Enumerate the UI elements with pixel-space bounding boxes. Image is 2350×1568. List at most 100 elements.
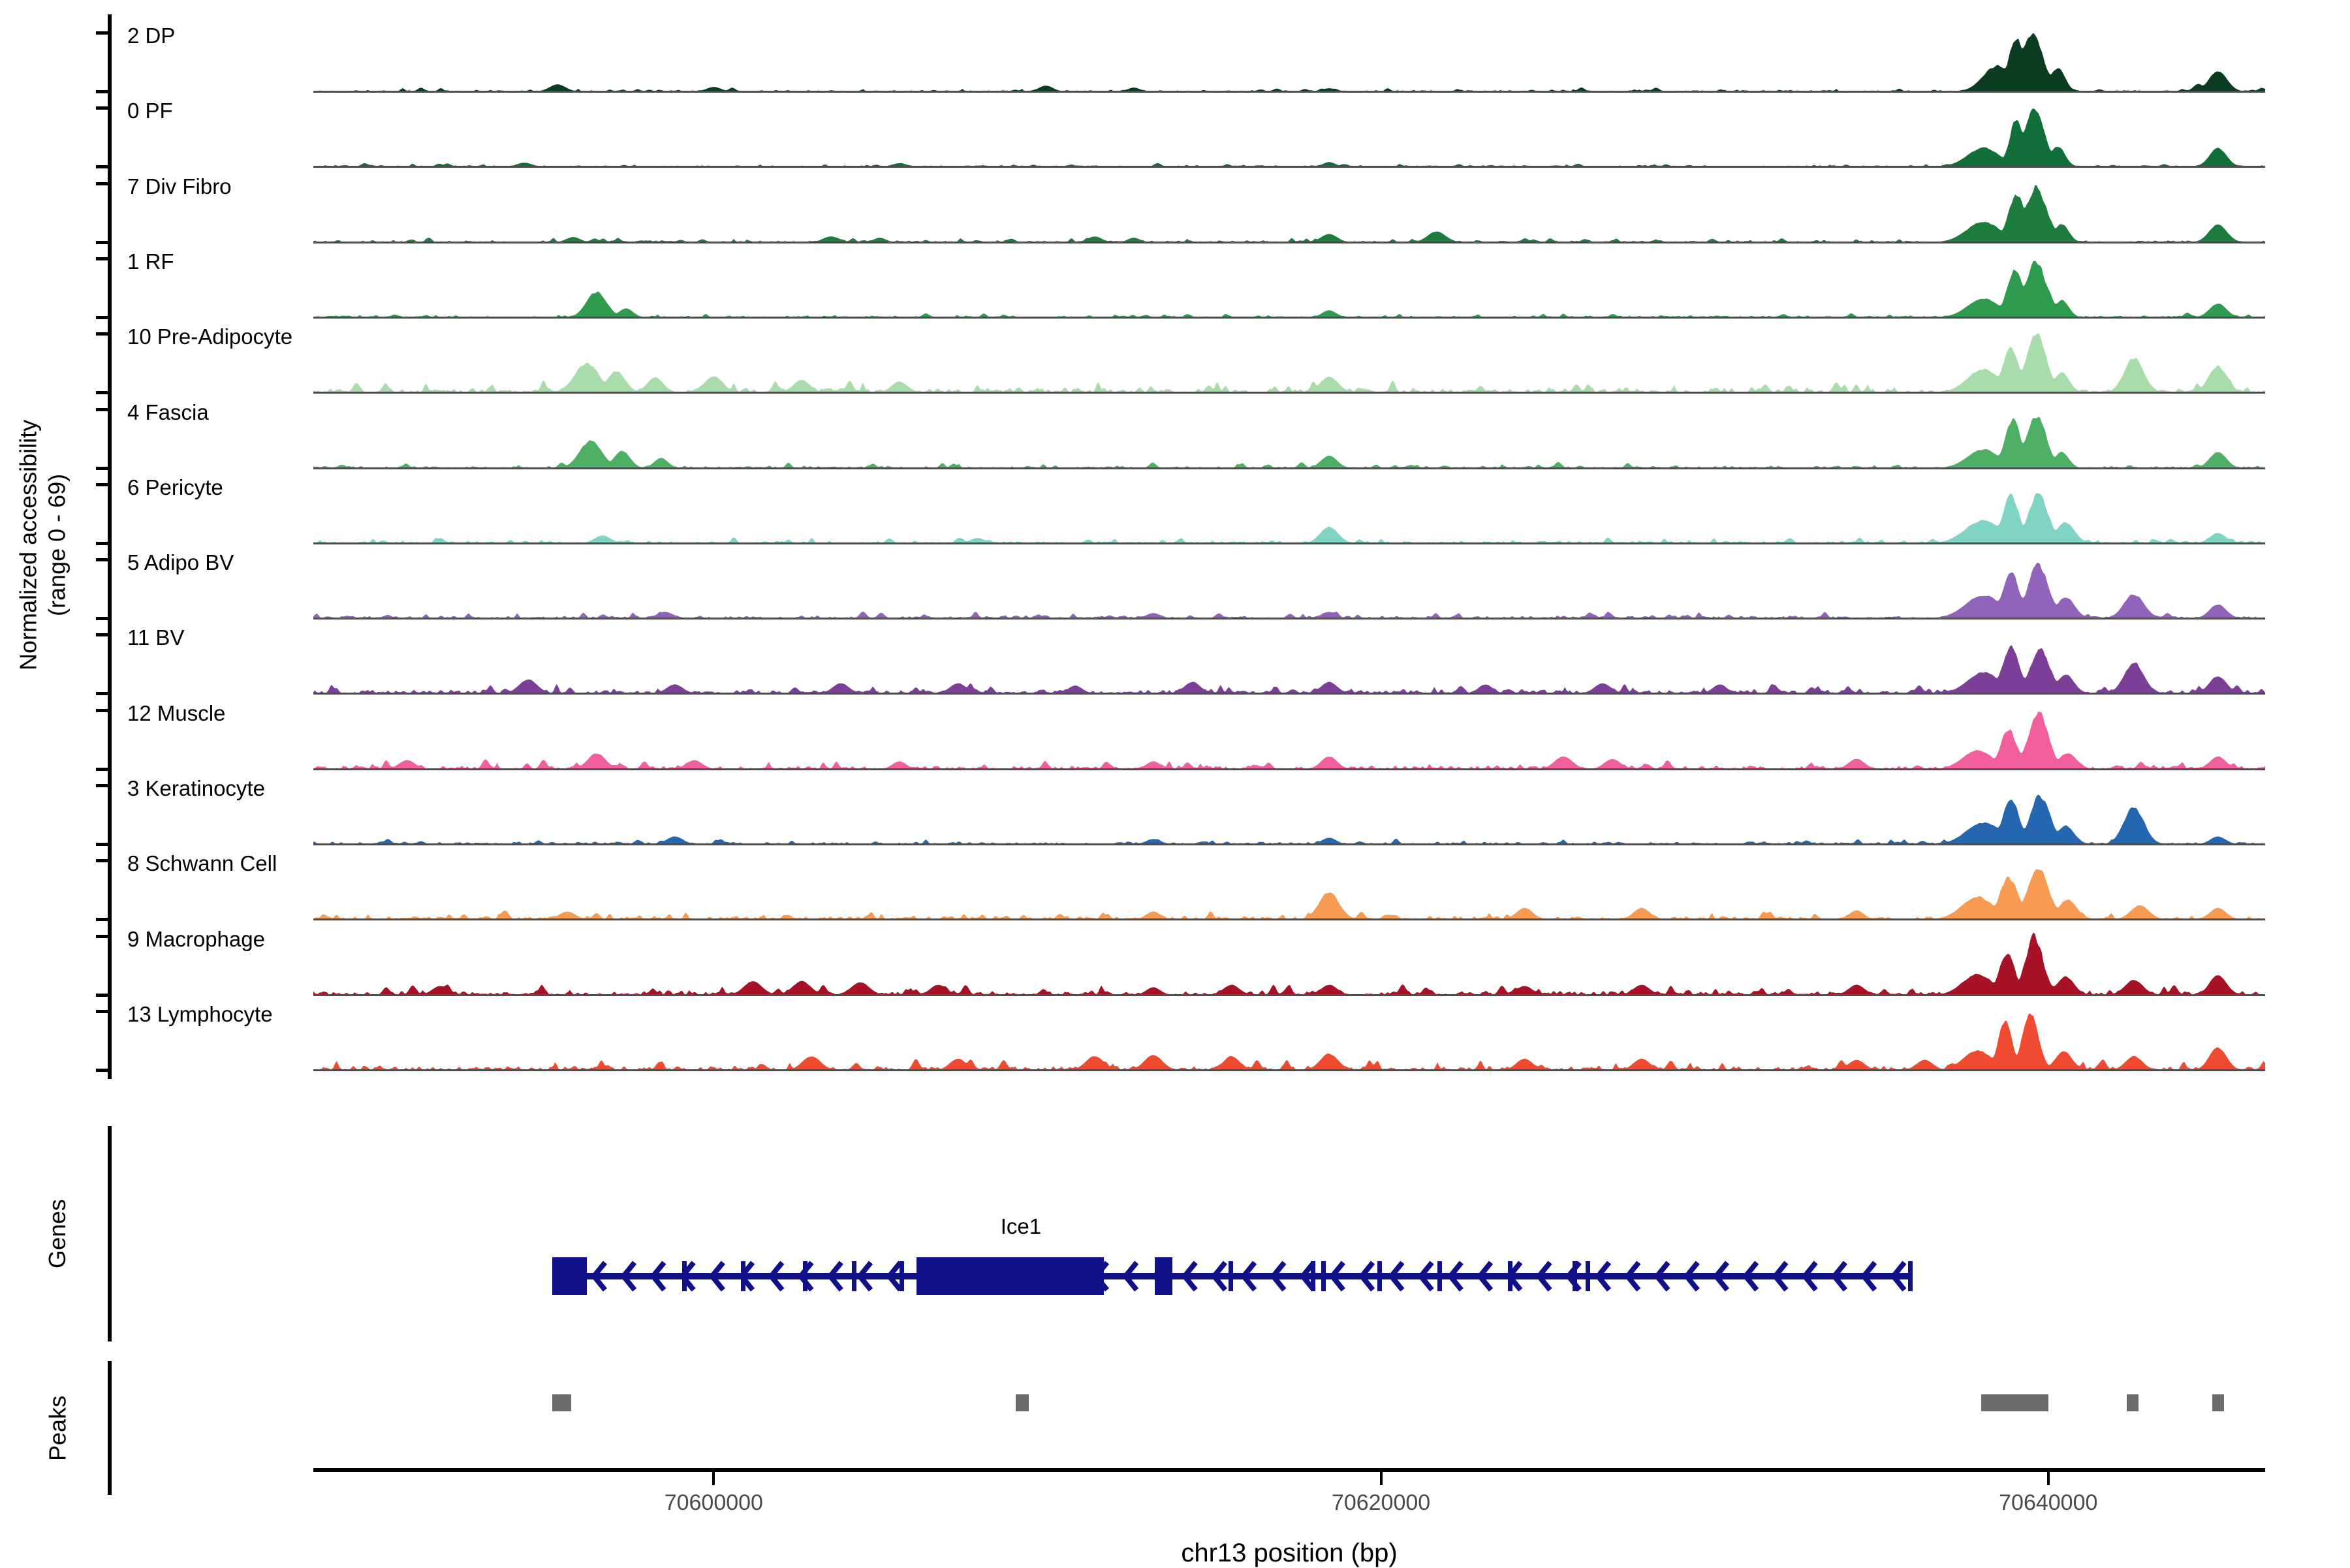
track-baseline — [313, 392, 2265, 394]
yaxis-tick — [96, 391, 108, 395]
gene-exon — [1907, 1261, 1913, 1291]
track-label-6-pericyte: 6 Pericyte — [127, 475, 223, 499]
yaxis-tick — [96, 918, 108, 922]
track-baseline — [313, 618, 2265, 620]
yaxis-tick — [96, 181, 108, 185]
gene-exon — [740, 1261, 745, 1291]
signal-area — [313, 416, 2265, 468]
track-label-3-keratinocyte: 3 Keratinocyte — [127, 776, 265, 800]
xaxis-tick-label: 70600000 — [664, 1490, 763, 1515]
gene-exon — [803, 1261, 808, 1291]
yaxis-tick — [96, 257, 108, 260]
signal-track — [313, 704, 2265, 770]
yaxis-tick — [96, 1068, 108, 1072]
gene-exon — [900, 1261, 905, 1291]
peak-box — [2212, 1394, 2225, 1411]
track-baseline — [313, 467, 2265, 469]
yaxis-tick — [96, 692, 108, 696]
gene-exon — [916, 1257, 1104, 1295]
signal-track — [313, 478, 2265, 544]
peak-box — [1981, 1394, 2049, 1411]
yaxis-tick — [96, 558, 108, 562]
track-baseline — [313, 994, 2265, 996]
xaxis-tick-label: 70620000 — [1331, 1490, 1431, 1515]
gene-exon — [1321, 1261, 1326, 1291]
yaxis-tick — [96, 332, 108, 336]
yaxis-tick — [96, 90, 108, 93]
track-label-5-adipo-bv: 5 Adipo BV — [127, 550, 234, 575]
signal-track — [313, 177, 2265, 243]
signal-area — [313, 645, 2265, 694]
signal-track — [313, 327, 2265, 394]
yaxis-tick — [96, 859, 108, 863]
track-baseline — [313, 768, 2265, 770]
track-label-12-muscle: 12 Muscle — [127, 700, 226, 725]
signal-area — [313, 492, 2265, 543]
yaxis-spine — [108, 14, 112, 1079]
signal-track — [313, 553, 2265, 620]
yaxis-tick — [96, 934, 108, 938]
gene-exon — [1507, 1261, 1512, 1291]
track-baseline — [313, 918, 2265, 921]
gene-exon — [852, 1261, 857, 1291]
track-baseline — [313, 693, 2265, 695]
signal-area — [313, 563, 2265, 619]
track-baseline — [313, 542, 2265, 544]
yaxis-tick — [96, 784, 108, 787]
track-baseline — [313, 843, 2265, 845]
yaxis-tick — [96, 843, 108, 846]
yaxis-tick — [96, 240, 108, 244]
gene-exon — [1377, 1261, 1382, 1291]
yaxis-tick — [96, 617, 108, 621]
gene-exon — [1154, 1257, 1172, 1295]
gene-exon — [1229, 1261, 1234, 1291]
gene-exon — [1572, 1261, 1577, 1291]
signal-area — [313, 711, 2265, 769]
yaxis-tick — [96, 466, 108, 470]
gene-exon — [682, 1261, 687, 1291]
track-label-4-fascia: 4 Fascia — [127, 400, 209, 424]
signal-track — [313, 628, 2265, 695]
track-label-10-pre-adipocyte: 10 Pre-Adipocyte — [127, 324, 293, 349]
gene-exon — [1586, 1261, 1591, 1291]
peak-box — [552, 1394, 571, 1411]
gene-exon — [1310, 1261, 1315, 1291]
peaks-panel-spine — [108, 1361, 112, 1495]
yaxis-tick — [96, 31, 108, 35]
signal-track — [313, 101, 2265, 168]
genes-panel-spine — [108, 1126, 112, 1341]
track-baseline — [313, 241, 2265, 243]
signal-area — [313, 869, 2265, 920]
yaxis-tick — [96, 993, 108, 997]
yaxis-tick — [96, 633, 108, 637]
yaxis-tick — [96, 407, 108, 411]
xaxis-spine — [313, 1468, 2265, 1472]
signal-track — [313, 854, 2265, 921]
gene-exon — [552, 1257, 587, 1295]
track-label-1-rf: 1 RF — [127, 249, 174, 274]
yaxis-tick — [96, 106, 108, 110]
xaxis-tick-label: 70640000 — [1999, 1490, 2098, 1515]
gene-name-label: Ice1 — [1000, 1214, 1042, 1238]
track-label-0-pf: 0 PF — [127, 99, 173, 123]
track-label-8-schwann-cell: 8 Schwann Cell — [127, 851, 277, 876]
track-baseline — [313, 91, 2265, 93]
xaxis-tick — [2046, 1472, 2050, 1485]
track-label-11-bv: 11 BV — [127, 625, 185, 650]
signal-area — [313, 1013, 2265, 1070]
signal-area — [313, 932, 2265, 995]
yaxis-tick — [96, 1009, 108, 1013]
xaxis-title: chr13 position (bp) — [1181, 1539, 1398, 1567]
track-baseline — [313, 1069, 2265, 1071]
yaxis-tick — [96, 315, 108, 319]
signal-area — [313, 333, 2265, 393]
track-label-9-macrophage: 9 Macrophage — [127, 926, 265, 951]
track-baseline — [313, 166, 2265, 168]
yaxis-tick — [96, 165, 108, 169]
track-baseline — [313, 316, 2265, 319]
yaxis-tick — [96, 767, 108, 771]
signal-area — [313, 260, 2265, 317]
signal-track — [313, 252, 2265, 319]
peak-box — [1016, 1394, 1029, 1411]
